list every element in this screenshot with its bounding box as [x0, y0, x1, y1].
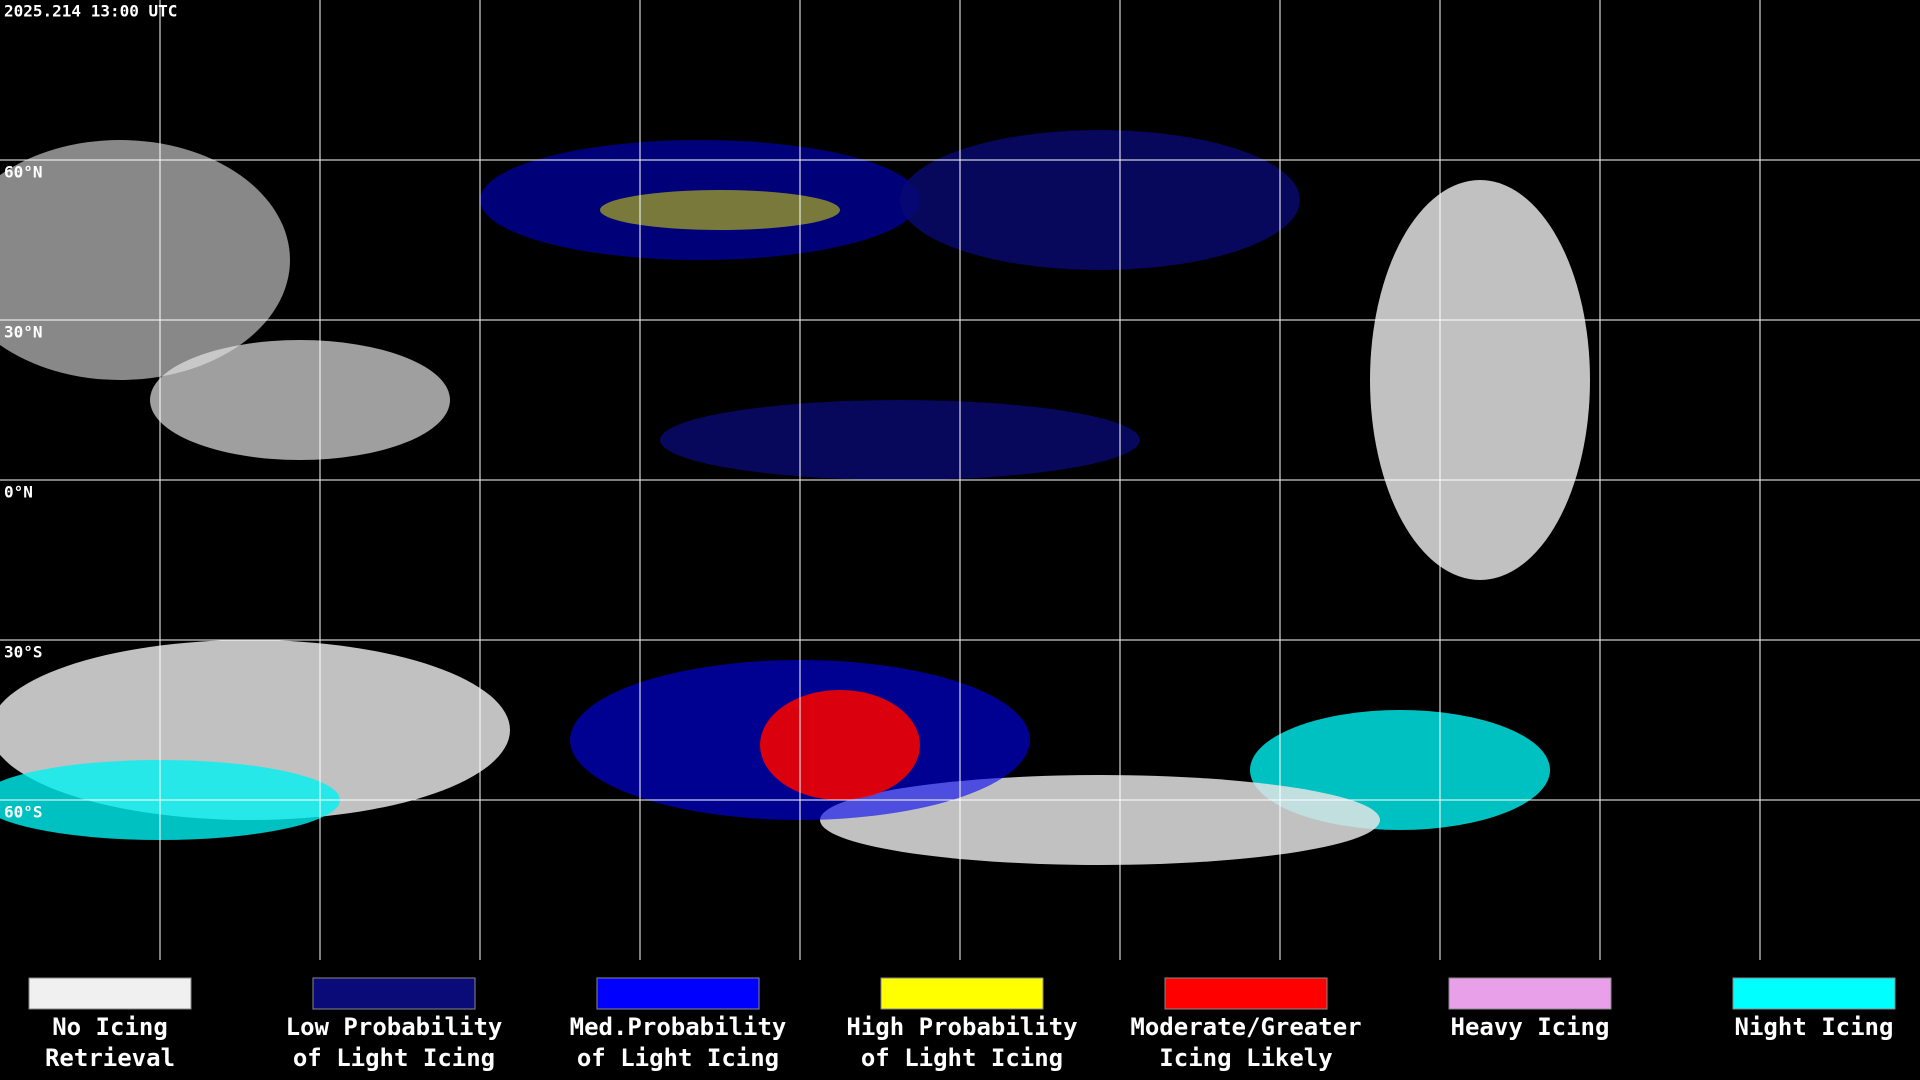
icing-area: [900, 130, 1300, 270]
icing-area: [600, 190, 840, 230]
icing-area: [660, 400, 1140, 480]
legend-label: of Light Icing: [861, 1044, 1063, 1072]
legend: No Icing Retrieval Low Probability of Light…: [28, 977, 1896, 1072]
legend-label: Moderate/Greater: [1130, 1013, 1361, 1041]
legend-label: High Probability: [846, 1013, 1077, 1041]
latitude-label: 30°S: [4, 643, 43, 662]
latitude-label: 60°S: [4, 803, 43, 822]
legend-swatch: [1164, 977, 1328, 1010]
cloud-area: [150, 340, 450, 460]
legend-label: No Icing: [52, 1013, 168, 1041]
latitude-label: 30°N: [4, 323, 43, 342]
latitude-labels: 60°N 30°N 0°N 30°S 60°S: [4, 163, 43, 822]
legend-swatch: [596, 977, 760, 1010]
graticule: [0, 0, 1920, 960]
icing-area: [760, 690, 920, 800]
legend-label: Icing Likely: [1159, 1044, 1332, 1072]
legend-label: Night Icing: [1735, 1013, 1894, 1041]
legend-label: Heavy Icing: [1451, 1013, 1610, 1041]
cloud-area: [1370, 180, 1590, 580]
legend-label: of Light Icing: [577, 1044, 779, 1072]
legend-label: of Light Icing: [293, 1044, 495, 1072]
latitude-label: 60°N: [4, 163, 43, 182]
icing-area: [480, 140, 920, 260]
legend-swatch: [1732, 977, 1896, 1010]
legend-swatch: [28, 977, 192, 1010]
timestamp: 2025.214 13:00 UTC: [4, 2, 177, 21]
legend-label: Med.Probability: [570, 1013, 787, 1041]
legend-swatch: [1448, 977, 1612, 1010]
latitude-label: 0°N: [4, 483, 33, 502]
legend-label: Low Probability: [286, 1013, 503, 1041]
legend-label: Retrieval: [45, 1044, 175, 1072]
legend-swatch: [312, 977, 476, 1010]
legend-swatch: [880, 977, 1044, 1010]
